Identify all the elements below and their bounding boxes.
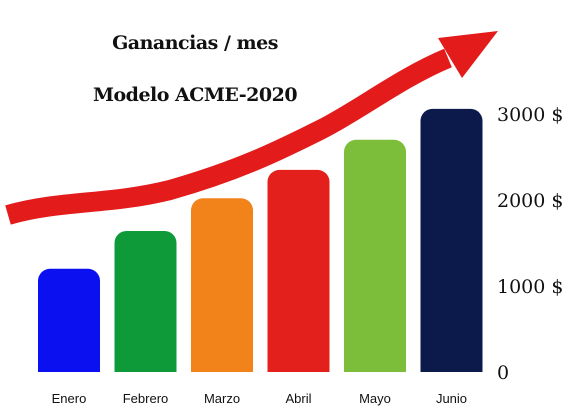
trend-arrow-shaft xyxy=(5,48,452,225)
y-tick-3000: 3000 $ xyxy=(497,104,563,126)
y-tick-labels: 0 1000 $ 2000 $ 3000 $ xyxy=(497,104,563,384)
category-label-enero: Enero xyxy=(52,391,87,406)
trend-arrow-head xyxy=(438,31,498,78)
y-tick-2000: 2000 $ xyxy=(497,190,563,212)
bar-junio xyxy=(420,108,483,372)
y-tick-0: 0 xyxy=(497,362,509,384)
trend-arrow xyxy=(5,31,498,225)
bar-febrero xyxy=(114,230,177,372)
bar-base-febrero xyxy=(114,358,177,372)
bar-base-junio xyxy=(420,358,483,372)
chart-subtitle: Modelo ACME-2020 xyxy=(92,84,298,106)
bar-marzo xyxy=(191,198,253,372)
category-label-marzo: Marzo xyxy=(204,391,240,406)
bar-base-enero xyxy=(38,358,100,372)
category-label-mayo: Mayo xyxy=(359,391,391,406)
bar-base-marzo xyxy=(191,358,253,372)
chart-title: Ganancias / mes xyxy=(112,32,278,54)
bar-abril xyxy=(267,169,330,372)
bar-base-mayo xyxy=(344,358,406,372)
category-label-junio: Junio xyxy=(436,391,467,406)
bar-enero xyxy=(38,268,100,372)
category-label-febrero: Febrero xyxy=(123,391,169,406)
category-label-abril: Abril xyxy=(285,391,311,406)
bar-mayo xyxy=(344,139,406,372)
category-labels: Enero Febrero Marzo Abril Mayo Junio xyxy=(52,391,467,406)
bars-group xyxy=(38,108,483,372)
y-tick-1000: 1000 $ xyxy=(497,276,563,298)
bar-base-abril xyxy=(267,358,330,372)
